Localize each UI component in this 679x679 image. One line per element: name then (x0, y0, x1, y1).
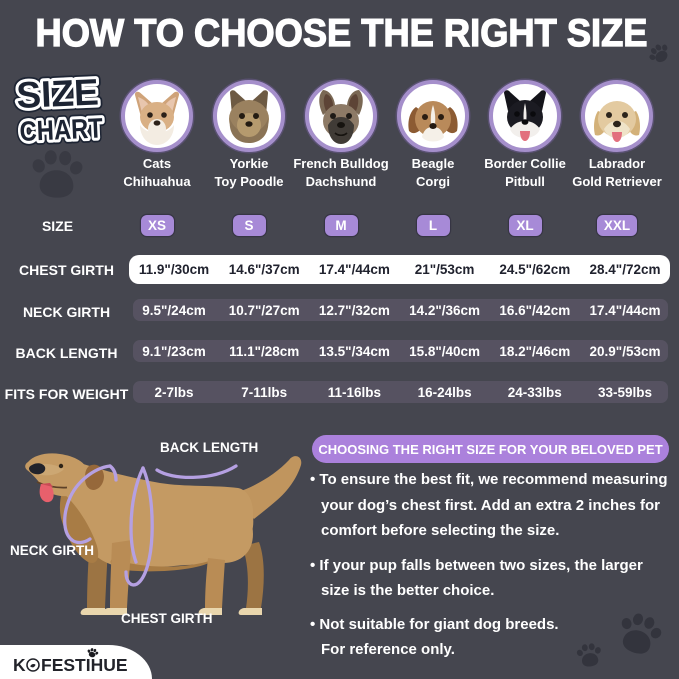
svg-text:SIZE: SIZE (16, 71, 100, 116)
svg-text:CHART: CHART (19, 112, 104, 148)
svg-text:SIZE: SIZE (16, 71, 100, 116)
svg-text:CHART: CHART (19, 112, 104, 148)
svg-text:SIZE: SIZE (16, 71, 100, 116)
